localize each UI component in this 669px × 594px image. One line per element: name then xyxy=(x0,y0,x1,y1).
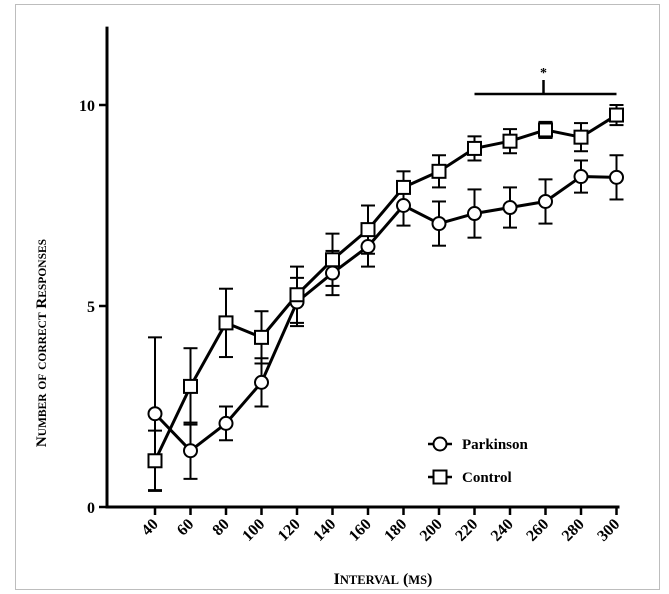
parkinson-point xyxy=(360,239,376,255)
control-point xyxy=(147,453,163,469)
control-point xyxy=(467,140,482,156)
control-point xyxy=(289,287,305,303)
figure-frame xyxy=(15,4,660,590)
x-tick-label: 220 xyxy=(452,516,481,545)
legend-control-marker xyxy=(432,469,448,485)
y-tick-label: 5 xyxy=(87,299,95,316)
x-tick-label: 160 xyxy=(346,516,375,545)
significance-star: * xyxy=(540,66,547,81)
x-tick-label: 100 xyxy=(239,516,268,545)
x-tick-label: 80 xyxy=(209,516,232,539)
parkinson-point xyxy=(325,265,340,281)
control-point xyxy=(396,179,411,195)
parkinson-point xyxy=(254,374,269,390)
y-tick-label: 0 xyxy=(87,500,95,517)
x-tick-label: 260 xyxy=(523,516,552,545)
control-point xyxy=(183,378,198,394)
error-bars xyxy=(148,104,624,492)
x-tick-label: 300 xyxy=(594,516,623,545)
parkinson-point xyxy=(396,198,411,213)
legend: Parkinson Control xyxy=(428,436,529,486)
series-markers xyxy=(147,107,624,469)
control-point xyxy=(431,163,447,179)
control-point xyxy=(254,329,269,345)
parkinson-point xyxy=(467,206,482,222)
x-axis-title: INTERVAL (MS) xyxy=(334,571,433,588)
control-point xyxy=(609,107,624,123)
legend-parkinson-marker xyxy=(432,436,448,452)
control-point xyxy=(573,129,589,145)
legend-control-label: Control xyxy=(462,470,512,486)
x-tick-label: 280 xyxy=(559,516,588,545)
parkinson-point xyxy=(183,443,198,459)
x-tick-label: 180 xyxy=(381,516,410,545)
parkinson-point xyxy=(431,216,447,232)
control-point xyxy=(218,315,234,331)
parkinson-point xyxy=(147,406,163,422)
x-tick-label: 140 xyxy=(310,516,339,545)
parkinson-point xyxy=(609,169,624,185)
parkinson-point xyxy=(573,169,589,185)
x-tick-label: 40 xyxy=(138,516,161,539)
y-tick-label: 10 xyxy=(79,98,95,115)
x-tick-label: 200 xyxy=(417,516,446,545)
x-tick-label: 240 xyxy=(488,516,517,545)
control-point xyxy=(360,222,376,238)
significance-annotation: * xyxy=(474,66,617,96)
parkinson-line xyxy=(153,175,617,453)
axis-labels: INTERVAL (MS) NUMBER OF CORRECT RESPONSES xyxy=(34,239,432,588)
control-point xyxy=(502,133,518,149)
control-point xyxy=(325,252,340,268)
parkinson-point xyxy=(218,415,234,431)
parkinson-point xyxy=(538,193,553,209)
legend-parkinson-label: Parkinson xyxy=(462,437,529,453)
x-tick-label: 60 xyxy=(174,516,197,539)
control-point xyxy=(538,122,553,138)
y-axis-title: NUMBER OF CORRECT RESPONSES xyxy=(34,239,50,447)
x-tick-label: 120 xyxy=(275,516,304,545)
parkinson-point xyxy=(502,200,518,216)
